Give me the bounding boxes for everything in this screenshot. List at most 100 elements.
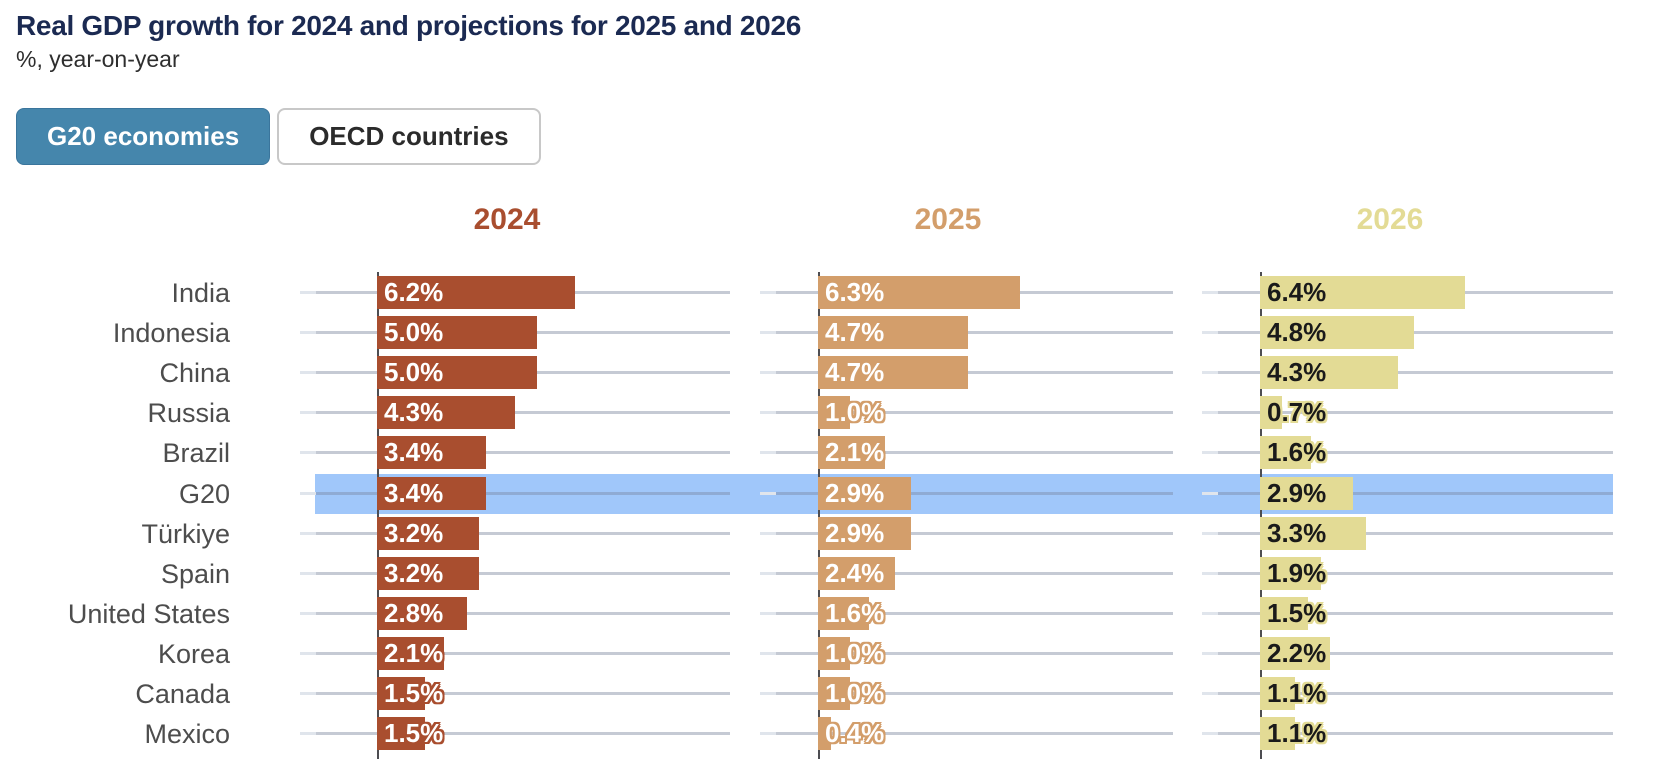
bar-value-2026-china: 4.3% — [1267, 357, 1327, 387]
bar-2025-türkiye — [818, 517, 911, 550]
bar-value-2024-türkiye: 3.2% — [384, 518, 444, 548]
axis-line-2024 — [377, 272, 379, 759]
grid-line-cap — [760, 371, 776, 374]
bar-2026-mexico — [1260, 717, 1295, 750]
grid-line — [316, 572, 730, 575]
grid-line — [776, 732, 1173, 735]
bar-2024-türkiye — [377, 517, 479, 550]
bar-value-2024-russia: 4.3% — [384, 397, 444, 427]
grid-line-cap — [760, 692, 776, 695]
bar-value-2026-russia: 0.7% — [1267, 397, 1327, 427]
bar-value-2024-india: 6.2% — [384, 277, 444, 307]
bar-2025-mexico — [818, 717, 831, 750]
grid-line-cap — [760, 652, 776, 655]
bar-value-2025-china: 4.7% — [825, 357, 885, 387]
country-label-korea: Korea — [157, 639, 230, 669]
grid-line — [776, 492, 1173, 495]
bar-2024-united-states — [377, 597, 467, 630]
grid-line — [776, 371, 1173, 374]
grid-line-cap — [300, 371, 316, 374]
bar-2025-g20 — [818, 477, 911, 510]
bar-value-2024-spain: 3.2% — [384, 558, 444, 588]
grid-line — [1218, 612, 1613, 615]
grid-line — [776, 572, 1173, 575]
bar-value-2026-türkiye: 3.3% — [1267, 518, 1327, 548]
bar-value-2025-korea: 1.0% — [825, 638, 885, 668]
bar-value-2025-russia: 1.0% — [825, 397, 885, 427]
bar-2024-canada — [377, 677, 425, 710]
grid-line — [776, 652, 1173, 655]
grid-line — [1218, 692, 1613, 695]
grid-line — [776, 451, 1173, 454]
bar-2026-united-states — [1260, 597, 1308, 630]
bar-2026-türkiye — [1260, 517, 1366, 550]
grid-line — [316, 652, 730, 655]
grid-line — [1218, 572, 1613, 575]
grid-line-cap — [1202, 451, 1218, 454]
country-label-g20: G20 — [178, 479, 230, 509]
bar-value-2026-brazil: 1.6% — [1267, 437, 1327, 467]
bar-value-2025-mexico: 0.4% — [825, 718, 885, 748]
bar-2026-indonesia — [1260, 316, 1414, 349]
bar-value-2026-korea: 2.2% — [1267, 638, 1327, 668]
grid-line — [776, 532, 1173, 535]
bar-2025-korea — [818, 637, 850, 670]
grid-line — [776, 331, 1173, 334]
grid-line — [316, 612, 730, 615]
bar-value-2026-indonesia: 4.8% — [1267, 317, 1327, 347]
grid-line-cap — [760, 331, 776, 334]
grid-line-cap — [300, 652, 316, 655]
grid-line — [316, 732, 730, 735]
bar-value-2025-g20: 2.9% — [825, 478, 885, 508]
grid-line-cap — [760, 451, 776, 454]
grid-line-cap — [1202, 532, 1218, 535]
bar-2024-spain — [377, 557, 479, 590]
bar-2026-korea — [1260, 637, 1330, 670]
country-label-russia: Russia — [147, 398, 230, 428]
country-label-brazil: Brazil — [162, 438, 230, 468]
grid-line-cap — [1202, 331, 1218, 334]
grid-line — [1218, 451, 1613, 454]
bar-value-2025-united-states: 1.6% — [825, 598, 885, 628]
bar-value-2026-india: 6.4% — [1267, 277, 1327, 307]
toggle-g20-economies-button[interactable]: G20 economies — [16, 108, 271, 165]
toggle-oecd-countries-button[interactable]: OECD countries — [277, 108, 541, 165]
bar-value-2024-indonesia: 5.0% — [384, 317, 444, 347]
grid-line-cap — [1202, 612, 1218, 615]
grid-line-cap — [1202, 732, 1218, 735]
bar-value-2026-canada: 1.1% — [1267, 678, 1327, 708]
country-label-türkiye: Türkiye — [141, 519, 230, 549]
bar-2024-mexico — [377, 717, 425, 750]
grid-line — [316, 451, 730, 454]
panel-header-2026: 2026 — [1356, 203, 1424, 236]
grid-line — [776, 612, 1173, 615]
bar-value-2025-brazil: 2.1% — [825, 437, 885, 467]
grid-line-cap — [1202, 652, 1218, 655]
grid-line-cap — [760, 732, 776, 735]
bar-2025-canada — [818, 677, 850, 710]
grid-line — [1218, 732, 1613, 735]
axis-line-2025 — [818, 272, 820, 759]
bar-value-2026-mexico: 1.1% — [1267, 718, 1327, 748]
bar-value-2024-mexico: 1.5% — [384, 718, 444, 748]
bar-2024-g20 — [377, 477, 486, 510]
bar-value-2024-canada: 1.5% — [384, 678, 444, 708]
grid-line — [316, 492, 730, 495]
bar-2026-brazil — [1260, 436, 1311, 469]
bar-2026-russia — [1260, 396, 1282, 429]
grid-line — [1218, 492, 1613, 495]
bar-value-2026-spain: 1.9% — [1267, 558, 1327, 588]
grid-line-cap — [300, 411, 316, 414]
grid-line-cap — [300, 492, 316, 495]
grid-line-cap — [1202, 411, 1218, 414]
grid-line — [776, 692, 1173, 695]
bar-2025-russia — [818, 396, 850, 429]
bar-2026-g20 — [1260, 477, 1353, 510]
grid-line — [316, 692, 730, 695]
bar-2024-china — [377, 356, 537, 389]
bar-value-2025-spain: 2.4% — [825, 558, 885, 588]
bar-2024-russia — [377, 396, 515, 429]
bar-2025-indonesia — [818, 316, 968, 349]
grid-line-cap — [300, 572, 316, 575]
bar-2026-canada — [1260, 677, 1295, 710]
